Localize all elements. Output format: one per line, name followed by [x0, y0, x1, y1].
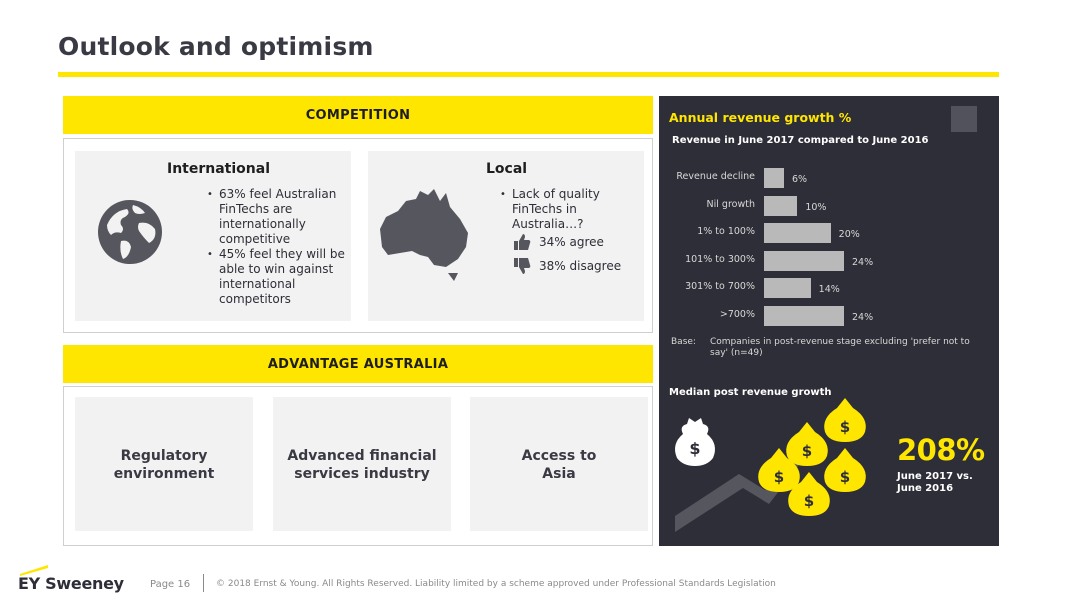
- svg-text:$: $: [840, 468, 850, 486]
- svg-text:$: $: [840, 418, 850, 436]
- bar-category-label: 1% to 100%: [697, 226, 755, 237]
- bar: [764, 195, 798, 216]
- bar-value-label: 6%: [792, 174, 808, 185]
- page-title: Outlook and optimism: [58, 32, 374, 61]
- money-bag-icon: $: [675, 418, 715, 466]
- disagree-row: 38% disagree: [513, 257, 621, 275]
- copyright-text: © 2018 Ernst & Young. All Rights Reserve…: [216, 579, 776, 589]
- thumbs-up-icon: [514, 234, 531, 250]
- globe-icon: [98, 200, 162, 264]
- advantage-label: Advanced financial services industry: [287, 448, 437, 482]
- bar-value-label: 24%: [852, 311, 874, 323]
- advantage-card-regulatory: Regulatory environment: [75, 397, 253, 531]
- bar: [764, 278, 811, 298]
- australia-map-icon: [380, 189, 468, 281]
- thumbs-down-icon: [514, 258, 531, 274]
- page-number: Page 16: [150, 579, 191, 590]
- local-bullets: Lack of quality FinTechs in Australia…?: [500, 187, 640, 232]
- agree-row: 34% agree: [513, 233, 604, 251]
- bar: [764, 168, 784, 188]
- bar: [764, 250, 844, 271]
- panel-corner-box: [951, 106, 977, 132]
- bar-category-label: 301% to 700%: [685, 281, 755, 292]
- svg-text:$: $: [802, 442, 812, 460]
- international-bullets: 63% feel Australian FinTechs are interna…: [207, 187, 347, 307]
- revenue-growth-panel: Annual revenue growth % Revenue in June …: [659, 96, 999, 546]
- median-caption: June 2017 vs. June 2016: [897, 471, 973, 494]
- footer-divider: [203, 574, 204, 592]
- agree-text: 34% agree: [539, 235, 604, 249]
- bar-value-label: 14%: [818, 284, 840, 295]
- bar-category-label: 101% to 300%: [685, 253, 755, 265]
- bar: [764, 305, 844, 326]
- advantage-card-asia: Access to Asia: [470, 397, 648, 531]
- base-label: Base:: [671, 337, 696, 347]
- svg-text:$: $: [774, 468, 784, 486]
- advantage-label: Access to Asia: [521, 448, 597, 482]
- competition-header: COMPETITION: [63, 96, 653, 134]
- chart-subtitle: Revenue in June 2017 compared to June 20…: [672, 135, 929, 146]
- advantage-header: ADVANTAGE AUSTRALIA: [63, 345, 653, 383]
- median-title: Median post revenue growth: [669, 387, 832, 398]
- base-text: Companies in post-revenue stage excludin…: [710, 337, 970, 358]
- advantage-card-financial: Advanced financial services industry: [273, 397, 451, 531]
- bar: [764, 223, 831, 243]
- advantage-label: Regulatory environment: [113, 448, 215, 482]
- ey-logo: EY Sweeney: [18, 574, 124, 593]
- international-card: International 63% feel Australian FinTec…: [75, 151, 351, 321]
- bar-category-label: Revenue decline: [676, 171, 755, 182]
- bar-value-label: 20%: [838, 229, 860, 240]
- bar-category-label: Nil growth: [706, 198, 755, 210]
- title-underline: [58, 72, 999, 77]
- disagree-text: 38% disagree: [539, 259, 622, 273]
- ey-logo-icon: [20, 565, 48, 576]
- svg-text:$: $: [689, 439, 700, 458]
- money-bags-illustration: $ $ $ $ $ $: [675, 398, 866, 532]
- international-heading: International: [167, 161, 271, 177]
- bar-category-label: >700%: [719, 308, 755, 320]
- median-value: 208%: [897, 433, 985, 467]
- chart-title: Annual revenue growth %: [669, 110, 852, 125]
- bar-value-label: 10%: [805, 201, 827, 213]
- list-item: 45% feel they will be able to win agains…: [207, 247, 347, 307]
- local-heading: Local: [486, 161, 528, 177]
- local-card: Local Lack of quality FinTechs in Austra…: [368, 151, 644, 321]
- list-item: Lack of quality FinTechs in Australia…?: [500, 187, 640, 232]
- bar-value-label: 24%: [852, 256, 874, 268]
- list-item: 63% feel Australian FinTechs are interna…: [207, 187, 347, 247]
- svg-text:$: $: [804, 492, 814, 510]
